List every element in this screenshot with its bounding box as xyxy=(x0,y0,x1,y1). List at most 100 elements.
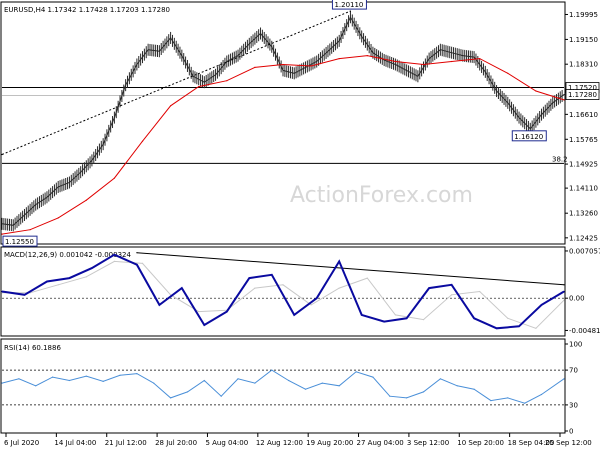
rsi-y-tick-label: 70 xyxy=(569,367,578,375)
rsi-point-rsi xyxy=(271,369,273,371)
macd-point-signal xyxy=(113,260,115,262)
macd-point-signal xyxy=(282,284,284,286)
rsi-point-rsi xyxy=(288,379,290,382)
price-point-price xyxy=(473,56,475,58)
price-point-price xyxy=(496,90,498,92)
price-point-ma xyxy=(282,63,284,66)
macd-point-signal xyxy=(254,287,256,289)
rsi-point-rsi xyxy=(422,391,425,393)
x-tick-label: 27 Aug 04:00 xyxy=(357,439,404,447)
price-point-price xyxy=(1,223,3,225)
price-point-price xyxy=(338,40,340,42)
price-point-price xyxy=(125,84,127,86)
annotation-box xyxy=(331,0,367,10)
price-y-tick-label: 1.19150 xyxy=(569,36,598,44)
rsi-point-rsi xyxy=(136,373,138,375)
macd-point-macd xyxy=(113,254,115,256)
price-y-tick-label: 1.14110 xyxy=(569,185,598,193)
price-y-tick-label: 1.14925 xyxy=(569,161,598,169)
price-point-ma xyxy=(85,199,87,201)
rsi-point-rsi xyxy=(524,402,526,404)
macd-point-signal xyxy=(451,294,453,296)
macd-point-macd xyxy=(540,304,543,306)
price-point-price xyxy=(282,69,284,71)
macd-panel-frame xyxy=(0,246,566,337)
price-point-price xyxy=(484,71,486,73)
price-panel-frame xyxy=(0,1,566,245)
macd-point-macd xyxy=(46,280,48,283)
price-tag: 1.17520 xyxy=(568,84,597,92)
price-point-price xyxy=(327,50,329,52)
rsi-point-rsi xyxy=(304,388,307,390)
macd-point-macd xyxy=(203,324,205,326)
price-point-price xyxy=(46,196,48,198)
macd-point-signal xyxy=(85,276,87,278)
price-point-price xyxy=(136,63,138,66)
rsi-point-rsi xyxy=(321,382,323,384)
price-point-price xyxy=(507,102,509,104)
rsi-point-rsi xyxy=(52,376,54,378)
price-point-price xyxy=(35,204,37,206)
macd-point-macd xyxy=(226,311,228,313)
macd-point-macd xyxy=(23,294,26,296)
price-point-price xyxy=(462,55,464,57)
rsi-point-rsi xyxy=(68,379,70,382)
price-point-ma xyxy=(113,177,115,179)
rsi-point-rsi xyxy=(389,395,391,397)
price-point-ma xyxy=(254,66,256,68)
price-point-price xyxy=(540,114,543,116)
rsi-point-rsi xyxy=(456,385,458,387)
x-tick-label: 12 Aug 12:00 xyxy=(256,439,303,447)
price-point-price xyxy=(102,143,104,145)
price-point-price xyxy=(428,58,430,60)
price-point-ma xyxy=(226,80,228,82)
macd-point-macd xyxy=(293,314,295,316)
rsi-point-rsi xyxy=(102,380,104,382)
rsi-point-rsi xyxy=(563,378,565,380)
price-point-ma xyxy=(57,217,59,219)
macd-point-signal xyxy=(198,311,200,313)
price-point-ma xyxy=(535,90,537,92)
price-point-price xyxy=(23,214,26,216)
macd-point-macd xyxy=(518,325,520,327)
price-point-ma xyxy=(170,105,172,107)
price-point-price xyxy=(259,32,262,35)
x-tick-label: 14 Jul 04:00 xyxy=(54,439,96,447)
macd-point-signal xyxy=(479,290,481,293)
price-point-ma xyxy=(451,60,453,63)
price-point-trend xyxy=(1,153,3,156)
rsi-point-rsi xyxy=(153,382,155,384)
price-tag: 1.17280 xyxy=(568,91,597,99)
price-point-price xyxy=(406,69,408,71)
price-point-price xyxy=(518,117,520,119)
price-point-price xyxy=(113,117,115,119)
macd-point-macd xyxy=(316,297,318,299)
price-point-ma xyxy=(310,65,312,67)
macd-point-macd xyxy=(91,267,93,269)
x-tick-label: 18 Sep 04:00 xyxy=(508,439,555,447)
macd-point-macd xyxy=(271,274,273,276)
rsi-y-tick-label: 30 xyxy=(569,401,578,409)
rsi-point-rsi xyxy=(490,400,492,402)
price-point-ma xyxy=(141,140,144,142)
price-point-trend xyxy=(349,10,351,12)
price-y-tick-label: 1.12425 xyxy=(569,234,598,242)
macd-point-macd xyxy=(136,264,138,266)
rsi-point-rsi xyxy=(1,382,3,384)
macd-point-signal xyxy=(366,277,368,279)
retracement-label: 38.2 xyxy=(552,155,568,163)
price-point-price xyxy=(372,52,374,54)
macd-point-macd xyxy=(158,304,160,306)
annotation-box xyxy=(511,130,547,142)
price-point-price xyxy=(170,37,172,39)
annotation-box xyxy=(2,235,38,247)
macd-point-signal xyxy=(422,319,425,321)
price-point-price xyxy=(394,63,396,66)
macd-point-trendline xyxy=(136,252,138,254)
rsi-point-rsi xyxy=(119,374,121,376)
price-point-price xyxy=(248,43,250,45)
price-point-price xyxy=(349,16,351,18)
price-point-price xyxy=(147,49,149,51)
macd-point-macd xyxy=(1,290,3,293)
macd-point-trendline xyxy=(563,284,565,286)
